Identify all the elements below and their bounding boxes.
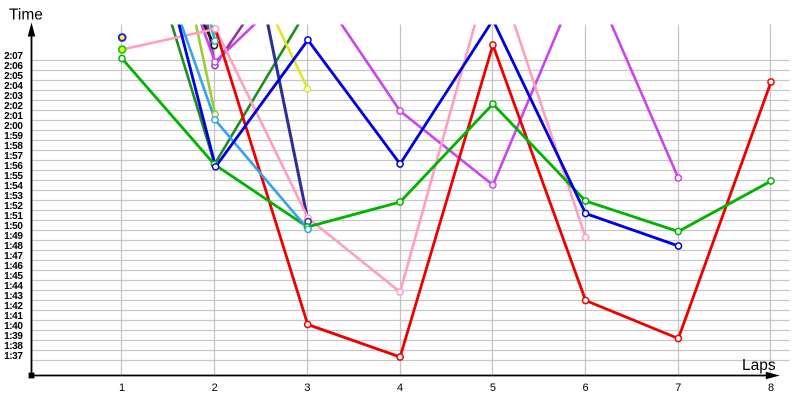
svg-text:8: 8 xyxy=(768,382,774,394)
svg-text:1:45: 1:45 xyxy=(4,271,23,282)
svg-text:2:04: 2:04 xyxy=(4,81,23,92)
svg-text:Time: Time xyxy=(9,7,43,24)
svg-text:1:55: 1:55 xyxy=(4,171,23,182)
svg-text:1:38: 1:38 xyxy=(4,341,23,352)
svg-text:1:41: 1:41 xyxy=(4,311,23,322)
svg-text:4: 4 xyxy=(397,382,403,394)
svg-text:2: 2 xyxy=(212,382,218,394)
svg-text:1:49: 1:49 xyxy=(4,231,23,242)
svg-text:2:01: 2:01 xyxy=(4,111,23,122)
svg-text:1:43: 1:43 xyxy=(4,291,23,302)
svg-text:2:00: 2:00 xyxy=(4,121,23,132)
svg-text:2:07: 2:07 xyxy=(4,51,23,62)
svg-text:6: 6 xyxy=(583,382,589,394)
svg-text:1:53: 1:53 xyxy=(4,191,23,202)
svg-text:7: 7 xyxy=(675,382,681,394)
svg-text:1: 1 xyxy=(119,382,125,394)
svg-text:1:54: 1:54 xyxy=(4,181,23,192)
svg-text:1:46: 1:46 xyxy=(4,261,23,272)
svg-text:1:58: 1:58 xyxy=(4,141,23,152)
svg-text:2:05: 2:05 xyxy=(4,71,23,82)
svg-text:1:40: 1:40 xyxy=(4,321,23,332)
svg-text:1:44: 1:44 xyxy=(4,281,23,292)
svg-text:3: 3 xyxy=(304,382,310,394)
svg-text:1:42: 1:42 xyxy=(4,301,23,312)
svg-text:2:02: 2:02 xyxy=(4,101,23,112)
svg-text:5: 5 xyxy=(490,382,496,394)
svg-text:1:51: 1:51 xyxy=(4,211,23,222)
svg-text:1:57: 1:57 xyxy=(4,151,23,162)
svg-text:1:48: 1:48 xyxy=(4,241,23,252)
svg-text:1:50: 1:50 xyxy=(4,221,23,232)
svg-text:1:47: 1:47 xyxy=(4,251,23,262)
svg-text:1:37: 1:37 xyxy=(4,351,23,362)
svg-text:1:59: 1:59 xyxy=(4,131,23,142)
svg-text:Laps: Laps xyxy=(742,357,776,374)
svg-text:1:56: 1:56 xyxy=(4,161,23,172)
svg-text:2:06: 2:06 xyxy=(4,61,23,72)
svg-text:1:52: 1:52 xyxy=(4,201,23,212)
svg-text:2:03: 2:03 xyxy=(4,91,23,102)
svg-text:1:39: 1:39 xyxy=(4,331,23,342)
